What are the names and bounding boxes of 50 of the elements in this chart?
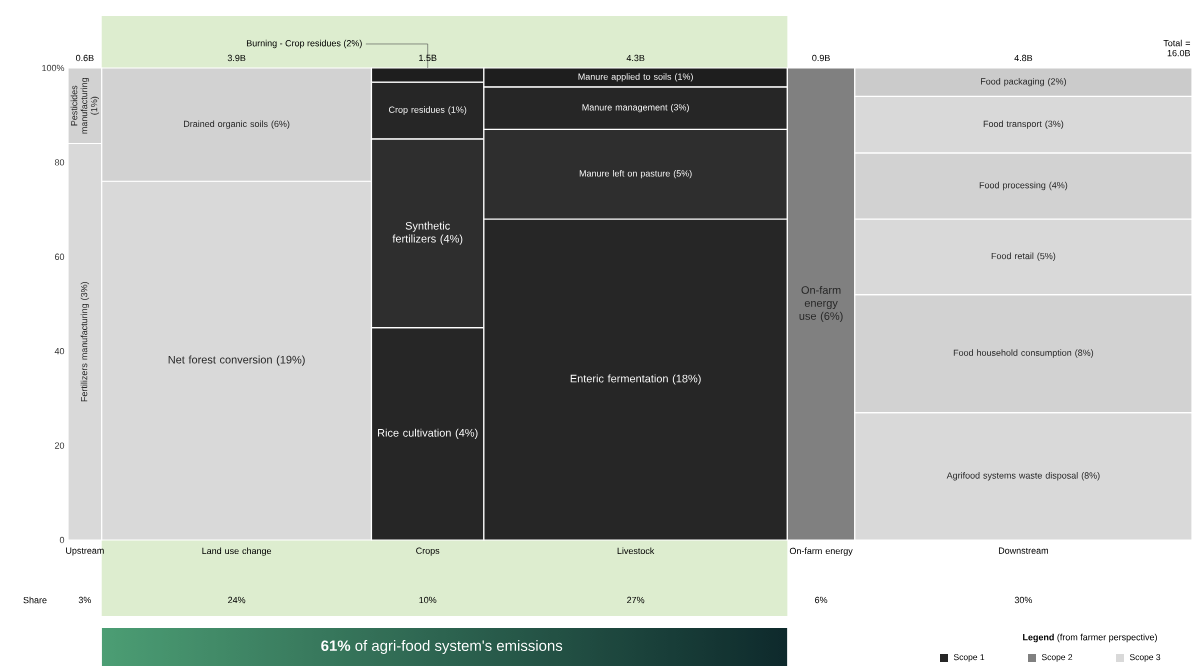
text: 30% <box>1014 596 1033 604</box>
y-tick-label: 40 <box>54 348 65 355</box>
series-label: Agrifood systems waste disposal (8%) <box>946 472 1100 481</box>
legend-title: Legend (from farmer perspective) <box>1023 633 1157 643</box>
x-tick-label: Livestock <box>617 547 655 555</box>
series-label: Food transport (3%) <box>983 120 1064 129</box>
text: 1.5B <box>419 54 437 62</box>
text: Total = 16.0B <box>1163 39 1191 57</box>
series-label: Manure applied to soils (1%) <box>578 73 693 82</box>
series-label: Net forest conversion (19%) <box>168 355 305 366</box>
series-label: Food packaging (2%) <box>981 77 1066 87</box>
text: 61% of agri-food system's emissions <box>321 640 563 654</box>
x-tick-label: Downstream <box>998 547 1048 554</box>
series-label: Manure management (3%) <box>582 103 689 113</box>
series-label: Pesticides manufacturing (1%) <box>70 77 100 134</box>
series-label: Drained organic soils (6%) <box>184 120 290 129</box>
legend-label: Scope 3 <box>1129 654 1161 662</box>
text: 10% <box>419 596 437 604</box>
text: 24% <box>228 596 246 604</box>
series-label: On-farm energy use (6%) <box>799 285 843 323</box>
x-tick-label: On-farm energy <box>789 547 853 556</box>
series-label: Food processing (4%) <box>979 181 1068 191</box>
series-label: Enteric fermentation (18%) <box>570 374 701 385</box>
series-label: Synthetic fertilizers (4%) <box>392 221 463 245</box>
series-label: Crop residues (1%) <box>389 106 467 115</box>
series-label: Rice cultivation (4%) <box>378 428 478 439</box>
text: 0.9B <box>812 54 830 62</box>
legend-label: Scope 2 <box>1041 654 1073 662</box>
text: 0.6B <box>75 54 94 62</box>
legend-label: Scope 1 <box>953 654 985 662</box>
y-tick-label: 20 <box>54 442 65 449</box>
x-tick-label: Crops <box>416 547 440 556</box>
y-tick-label: 0 <box>59 536 65 544</box>
text: Share <box>23 596 47 604</box>
x-tick-label: Land use change <box>202 547 272 556</box>
text: 4.8B <box>1014 54 1033 62</box>
series-label: Food household consumption (8%) <box>953 349 1094 358</box>
series-label: Fertilizers manufacturing (3%) <box>80 282 90 402</box>
series-label: Food retail (5%) <box>991 252 1056 261</box>
text: 6% <box>815 596 828 604</box>
y-tick-label: 80 <box>54 159 65 166</box>
y-tick-label: 60 <box>54 253 65 260</box>
y-tick-label: 100% <box>42 64 65 72</box>
x-tick-label: Upstream <box>66 547 104 556</box>
text: 3.9B <box>227 54 246 62</box>
series-label: Manure left on pasture (5%) <box>579 170 692 179</box>
text: 3% <box>78 596 92 604</box>
text: 27% <box>627 596 645 604</box>
text: Burning - Crop residues (2%) <box>246 39 362 49</box>
text: 4.3B <box>626 54 645 62</box>
